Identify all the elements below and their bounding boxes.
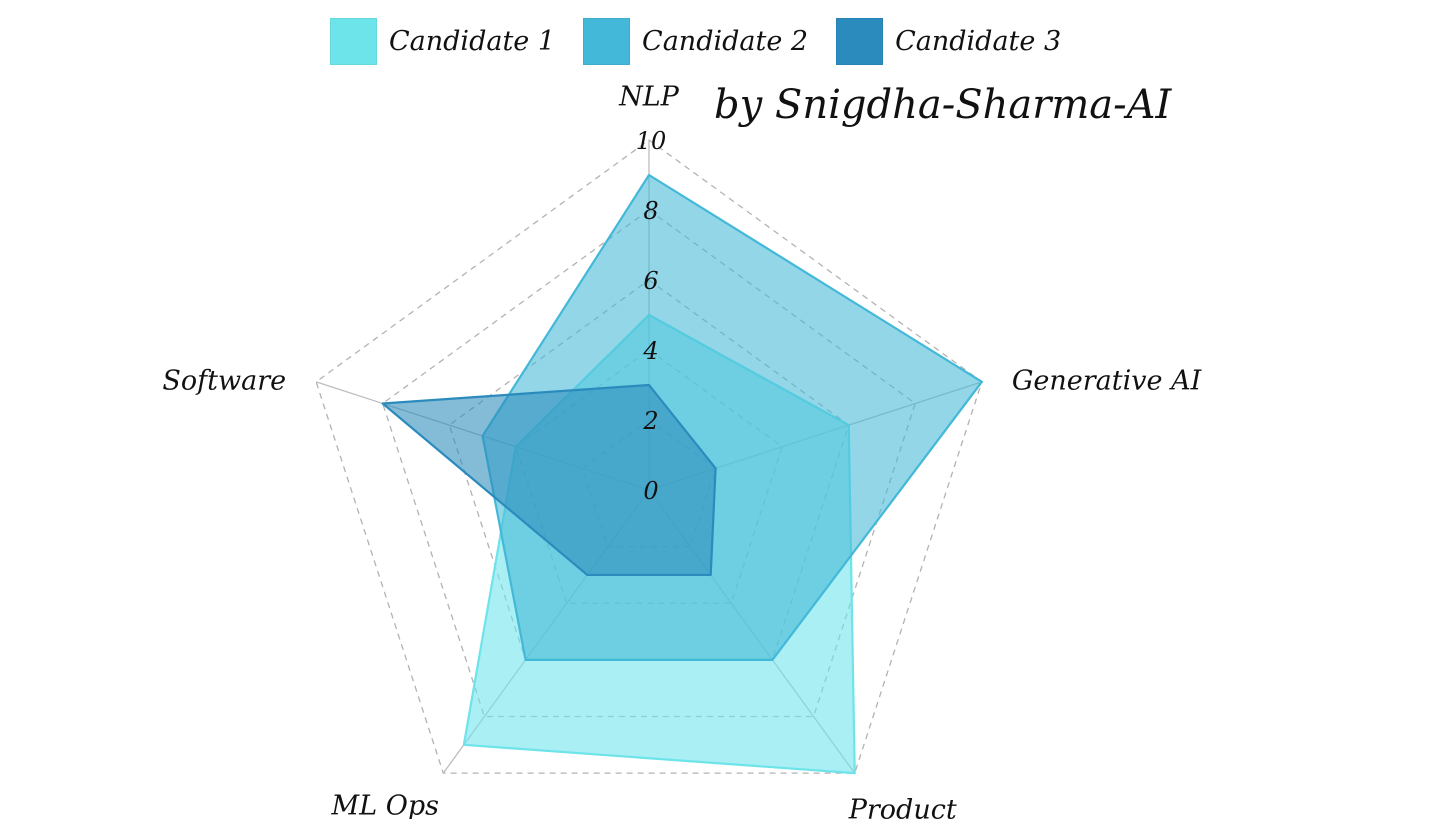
series-area-candidate-3	[381, 383, 717, 577]
legend-item-candidate-1[interactable]: Candidate 1	[330, 18, 555, 65]
axis-label-software: Software	[162, 365, 286, 396]
legend-swatch-candidate-1	[330, 18, 377, 65]
legend-label: Candidate 2	[642, 26, 809, 57]
legend-item-candidate-3[interactable]: Candidate 3	[836, 18, 1061, 65]
legend-label: Candidate 1	[389, 26, 556, 57]
axis-label-nlp: NLP	[618, 82, 680, 113]
axis-label-product: Product	[848, 795, 957, 819]
credit-text: by Snigdha-Sharma-AI	[714, 82, 1172, 128]
legend-item-candidate-2[interactable]: Candidate 2	[583, 18, 808, 65]
legend: Candidate 1 Candidate 2 Candidate 3	[330, 18, 1089, 65]
grid-ring	[315, 139, 983, 774]
axis-label-generative-ai: Generative AI	[1012, 365, 1203, 396]
legend-label: Candidate 3	[895, 26, 1062, 57]
r-tick-label: 8	[643, 197, 658, 225]
r-tick-label: 0	[643, 477, 658, 505]
legend-swatch-candidate-3	[836, 18, 884, 65]
r-tick-label: 6	[643, 267, 658, 295]
r-tick-label: 10	[636, 127, 667, 155]
r-tick-label: 4	[642, 337, 658, 365]
axis-label-ml-ops: ML Ops	[331, 791, 439, 819]
legend-swatch-candidate-2	[583, 18, 631, 65]
r-tick-label: 2	[642, 407, 658, 435]
